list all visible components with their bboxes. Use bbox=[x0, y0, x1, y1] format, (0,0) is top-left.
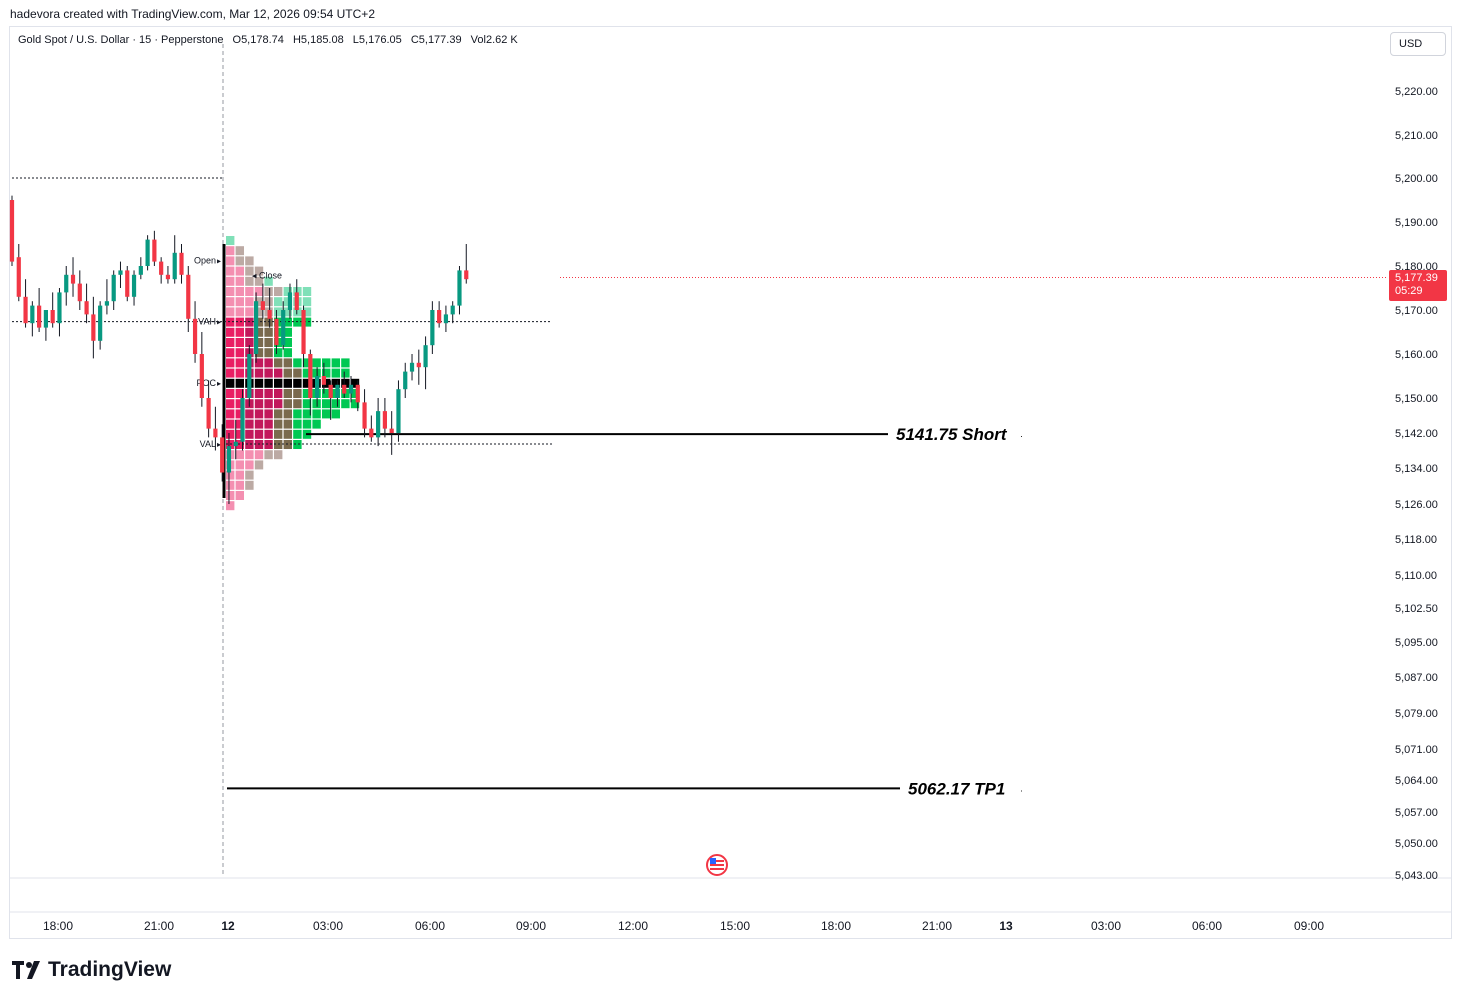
symbol-legend: Gold Spot / U.S. Dollar · 15 · Peppersto… bbox=[18, 34, 518, 46]
high-label: H bbox=[292, 34, 301, 46]
tradingview-logo-icon bbox=[12, 961, 40, 979]
high-value: 5,185.08 bbox=[300, 34, 344, 46]
close-label: C bbox=[410, 34, 419, 46]
last-price-tag: 5,177.39 05:29 bbox=[1389, 270, 1447, 301]
close-value: 5,177.39 bbox=[418, 34, 462, 46]
open-value: 5,178.74 bbox=[241, 34, 284, 46]
volume-value: 2.62 K bbox=[485, 34, 518, 46]
tradingview-brand: TradingView bbox=[48, 958, 172, 981]
volume-label: Vol bbox=[470, 34, 486, 46]
tradingview-logo[interactable]: TradingView bbox=[12, 958, 171, 982]
low-label: L bbox=[352, 34, 359, 46]
open-label: O bbox=[232, 34, 242, 46]
chart-frame bbox=[9, 26, 1452, 939]
low-value: 5,176.05 bbox=[358, 34, 402, 46]
symbol-name[interactable]: Gold Spot / U.S. Dollar · 15 · Peppersto… bbox=[18, 34, 224, 46]
currency-selector[interactable]: USD bbox=[1390, 32, 1446, 56]
last-price-value: 5,177.39 bbox=[1395, 272, 1438, 284]
chart-caption: hadevora created with TradingView.com, M… bbox=[10, 7, 375, 21]
bar-countdown: 05:29 bbox=[1395, 285, 1423, 297]
